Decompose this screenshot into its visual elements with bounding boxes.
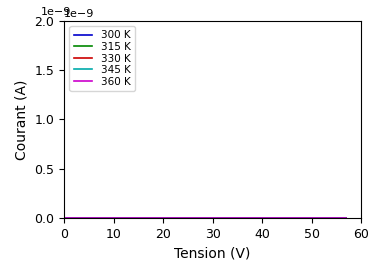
330 K bbox=[256, 216, 260, 219]
Text: 1e−9: 1e−9 bbox=[41, 7, 71, 17]
330 K bbox=[91, 216, 95, 219]
330 K bbox=[287, 216, 291, 219]
345 K bbox=[256, 216, 260, 219]
300 K bbox=[282, 216, 287, 219]
360 K bbox=[344, 216, 349, 219]
315 K bbox=[62, 216, 67, 219]
300 K bbox=[256, 216, 260, 219]
345 K bbox=[287, 216, 291, 219]
345 K bbox=[62, 216, 67, 219]
315 K bbox=[344, 216, 349, 219]
345 K bbox=[176, 216, 180, 219]
360 K bbox=[62, 216, 67, 219]
Y-axis label: Courant (A): Courant (A) bbox=[15, 79, 29, 160]
Legend: 300 K, 315 K, 330 K, 345 K, 360 K: 300 K, 315 K, 330 K, 345 K, 360 K bbox=[70, 26, 135, 91]
360 K bbox=[287, 216, 291, 219]
345 K bbox=[282, 216, 287, 219]
360 K bbox=[91, 216, 95, 219]
330 K bbox=[62, 216, 67, 219]
345 K bbox=[91, 216, 95, 219]
300 K bbox=[186, 216, 191, 219]
360 K bbox=[282, 216, 287, 219]
300 K bbox=[344, 216, 349, 219]
330 K bbox=[186, 216, 191, 219]
300 K bbox=[62, 216, 67, 219]
360 K bbox=[186, 216, 191, 219]
315 K bbox=[282, 216, 287, 219]
315 K bbox=[186, 216, 191, 219]
330 K bbox=[344, 216, 349, 219]
300 K bbox=[91, 216, 95, 219]
300 K bbox=[176, 216, 180, 219]
345 K bbox=[186, 216, 191, 219]
360 K bbox=[256, 216, 260, 219]
345 K bbox=[344, 216, 349, 219]
X-axis label: Tension (V): Tension (V) bbox=[174, 246, 251, 260]
360 K bbox=[176, 216, 180, 219]
330 K bbox=[176, 216, 180, 219]
330 K bbox=[282, 216, 287, 219]
300 K bbox=[287, 216, 291, 219]
315 K bbox=[176, 216, 180, 219]
315 K bbox=[91, 216, 95, 219]
315 K bbox=[287, 216, 291, 219]
315 K bbox=[256, 216, 260, 219]
